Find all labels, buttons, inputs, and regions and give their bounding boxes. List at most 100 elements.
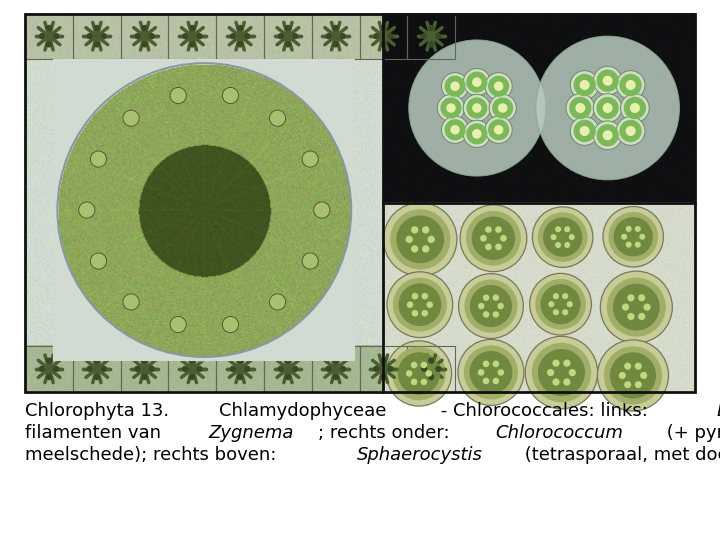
Circle shape [421, 33, 427, 39]
Circle shape [489, 94, 516, 122]
Circle shape [466, 211, 521, 266]
Bar [168, 346, 216, 391]
Circle shape [498, 369, 504, 376]
Circle shape [387, 366, 394, 372]
Circle shape [380, 357, 387, 364]
Circle shape [222, 316, 238, 333]
Circle shape [610, 352, 656, 399]
Circle shape [485, 72, 512, 100]
Circle shape [492, 294, 499, 301]
Circle shape [182, 33, 189, 39]
Bar [408, 14, 455, 59]
Bar [408, 346, 455, 391]
Circle shape [237, 374, 243, 380]
Circle shape [574, 74, 595, 96]
Circle shape [593, 66, 622, 95]
Circle shape [483, 311, 490, 318]
Circle shape [485, 244, 492, 250]
Circle shape [148, 33, 155, 39]
Circle shape [553, 309, 559, 315]
Circle shape [407, 301, 413, 308]
Circle shape [397, 352, 440, 395]
Circle shape [444, 119, 466, 140]
Circle shape [333, 374, 339, 380]
Circle shape [596, 124, 618, 146]
Circle shape [492, 377, 499, 384]
Circle shape [380, 374, 387, 380]
Circle shape [525, 336, 598, 409]
Circle shape [384, 202, 457, 276]
Circle shape [441, 97, 462, 119]
Circle shape [284, 41, 291, 48]
Circle shape [39, 366, 45, 372]
Circle shape [535, 279, 586, 329]
Circle shape [639, 234, 645, 240]
Circle shape [596, 70, 618, 92]
Circle shape [619, 120, 642, 142]
Circle shape [284, 374, 291, 380]
Bar [73, 346, 121, 391]
Circle shape [570, 97, 591, 119]
Bar [359, 346, 408, 391]
Circle shape [269, 110, 286, 126]
Circle shape [123, 294, 139, 310]
Circle shape [141, 374, 148, 380]
Circle shape [603, 103, 613, 113]
Circle shape [538, 212, 588, 262]
Circle shape [373, 33, 379, 39]
Circle shape [396, 215, 444, 264]
Circle shape [94, 374, 100, 380]
Circle shape [603, 130, 613, 140]
Bar [168, 14, 216, 59]
Circle shape [46, 25, 53, 31]
Bar [264, 346, 312, 391]
Circle shape [482, 377, 490, 384]
Circle shape [488, 119, 509, 140]
Circle shape [340, 366, 346, 372]
Circle shape [548, 301, 554, 307]
Circle shape [604, 346, 662, 404]
Circle shape [340, 33, 346, 39]
Circle shape [123, 110, 139, 126]
Circle shape [387, 272, 453, 338]
Circle shape [644, 303, 651, 310]
Circle shape [627, 294, 634, 301]
Circle shape [543, 218, 582, 257]
Circle shape [189, 374, 196, 380]
Text: Eremosphaera: Eremosphaera [716, 402, 720, 420]
Circle shape [596, 97, 618, 119]
Circle shape [230, 33, 236, 39]
Circle shape [284, 357, 291, 364]
Circle shape [441, 72, 469, 100]
Circle shape [635, 226, 641, 232]
Circle shape [552, 379, 559, 386]
Circle shape [603, 206, 663, 267]
Circle shape [608, 212, 658, 261]
Circle shape [302, 253, 318, 269]
Circle shape [91, 253, 107, 269]
Circle shape [580, 80, 590, 90]
Circle shape [78, 202, 95, 218]
Circle shape [626, 226, 631, 232]
Circle shape [547, 369, 554, 376]
Circle shape [411, 379, 418, 385]
Circle shape [478, 369, 485, 376]
Circle shape [244, 33, 251, 39]
Text: - Chlorococcales: links:: - Chlorococcales: links: [435, 402, 653, 420]
Circle shape [472, 129, 482, 139]
Circle shape [292, 33, 298, 39]
Circle shape [627, 313, 634, 320]
Text: Sphaerocystis: Sphaerocystis [357, 446, 483, 463]
Circle shape [244, 366, 251, 372]
Circle shape [94, 357, 100, 364]
Circle shape [333, 357, 339, 364]
Circle shape [222, 87, 238, 104]
Circle shape [593, 121, 622, 150]
Circle shape [325, 33, 332, 39]
Circle shape [553, 293, 559, 299]
Circle shape [563, 379, 570, 386]
Circle shape [53, 33, 60, 39]
Circle shape [485, 116, 512, 144]
Circle shape [86, 366, 93, 372]
Circle shape [626, 241, 631, 248]
